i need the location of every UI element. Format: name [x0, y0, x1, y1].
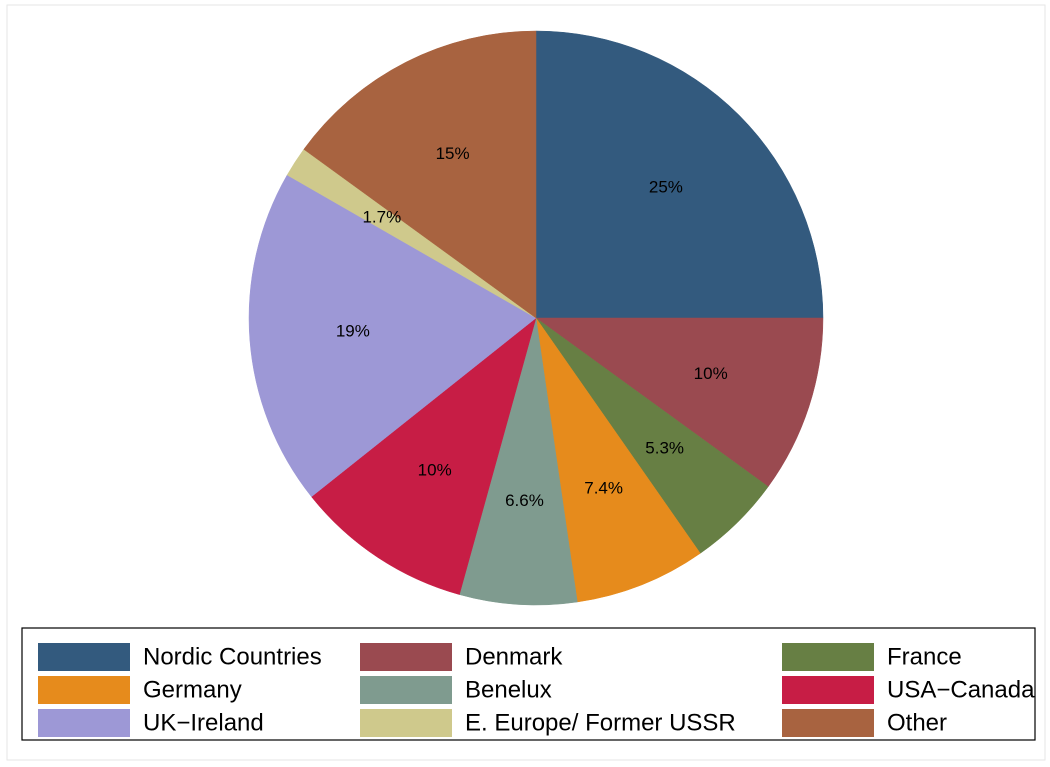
- legend-swatch: [782, 709, 874, 737]
- pie: [248, 30, 824, 606]
- slice: [535, 317, 824, 488]
- slice: [535, 317, 701, 603]
- legend: Nordic Countries Denmark France Germany Bene…: [38, 643, 1035, 737]
- plot-frame: [6, 4, 1046, 761]
- legend-label: Nordic Countries: [143, 643, 322, 670]
- slice-label: 1.7%: [362, 208, 401, 227]
- legend-swatch: [360, 709, 452, 737]
- legend-label: Benelux: [465, 676, 552, 703]
- slice-label: 6.6%: [505, 491, 544, 510]
- slice: [535, 30, 824, 319]
- legend-swatch: [38, 676, 130, 704]
- slice: [248, 174, 537, 498]
- legend-swatch: [360, 676, 452, 704]
- legend-label: France: [887, 643, 962, 670]
- slice-label: 5.3%: [645, 439, 684, 458]
- legend-swatch: [38, 643, 130, 671]
- slice-label: 25%: [649, 178, 683, 197]
- legend-label: UK−Ireland: [143, 709, 264, 736]
- slice-label: 7.4%: [584, 478, 623, 497]
- legend-label: USA−Canada: [887, 676, 1035, 703]
- legend-label: Denmark: [465, 643, 563, 670]
- slice-label: 10%: [694, 364, 728, 383]
- slice: [303, 30, 537, 319]
- legend-swatch: [360, 643, 452, 671]
- legend-label: E. Europe/ Former USSR: [465, 709, 736, 736]
- slice: [311, 317, 537, 595]
- legend-label: Other: [887, 709, 947, 736]
- slice: [459, 317, 578, 606]
- slice-label: 15%: [436, 144, 470, 163]
- legend-swatch: [782, 643, 874, 671]
- slice-labels: 25% 10% 5.3% 7.4% 6.6% 10% 19% 1.7% 15%: [336, 144, 728, 510]
- slice-label: 19%: [336, 321, 370, 340]
- legend-label: Germany: [143, 676, 242, 703]
- legend-swatch: [38, 709, 130, 737]
- slice-label: 10%: [418, 461, 452, 480]
- legend-swatch: [782, 676, 874, 704]
